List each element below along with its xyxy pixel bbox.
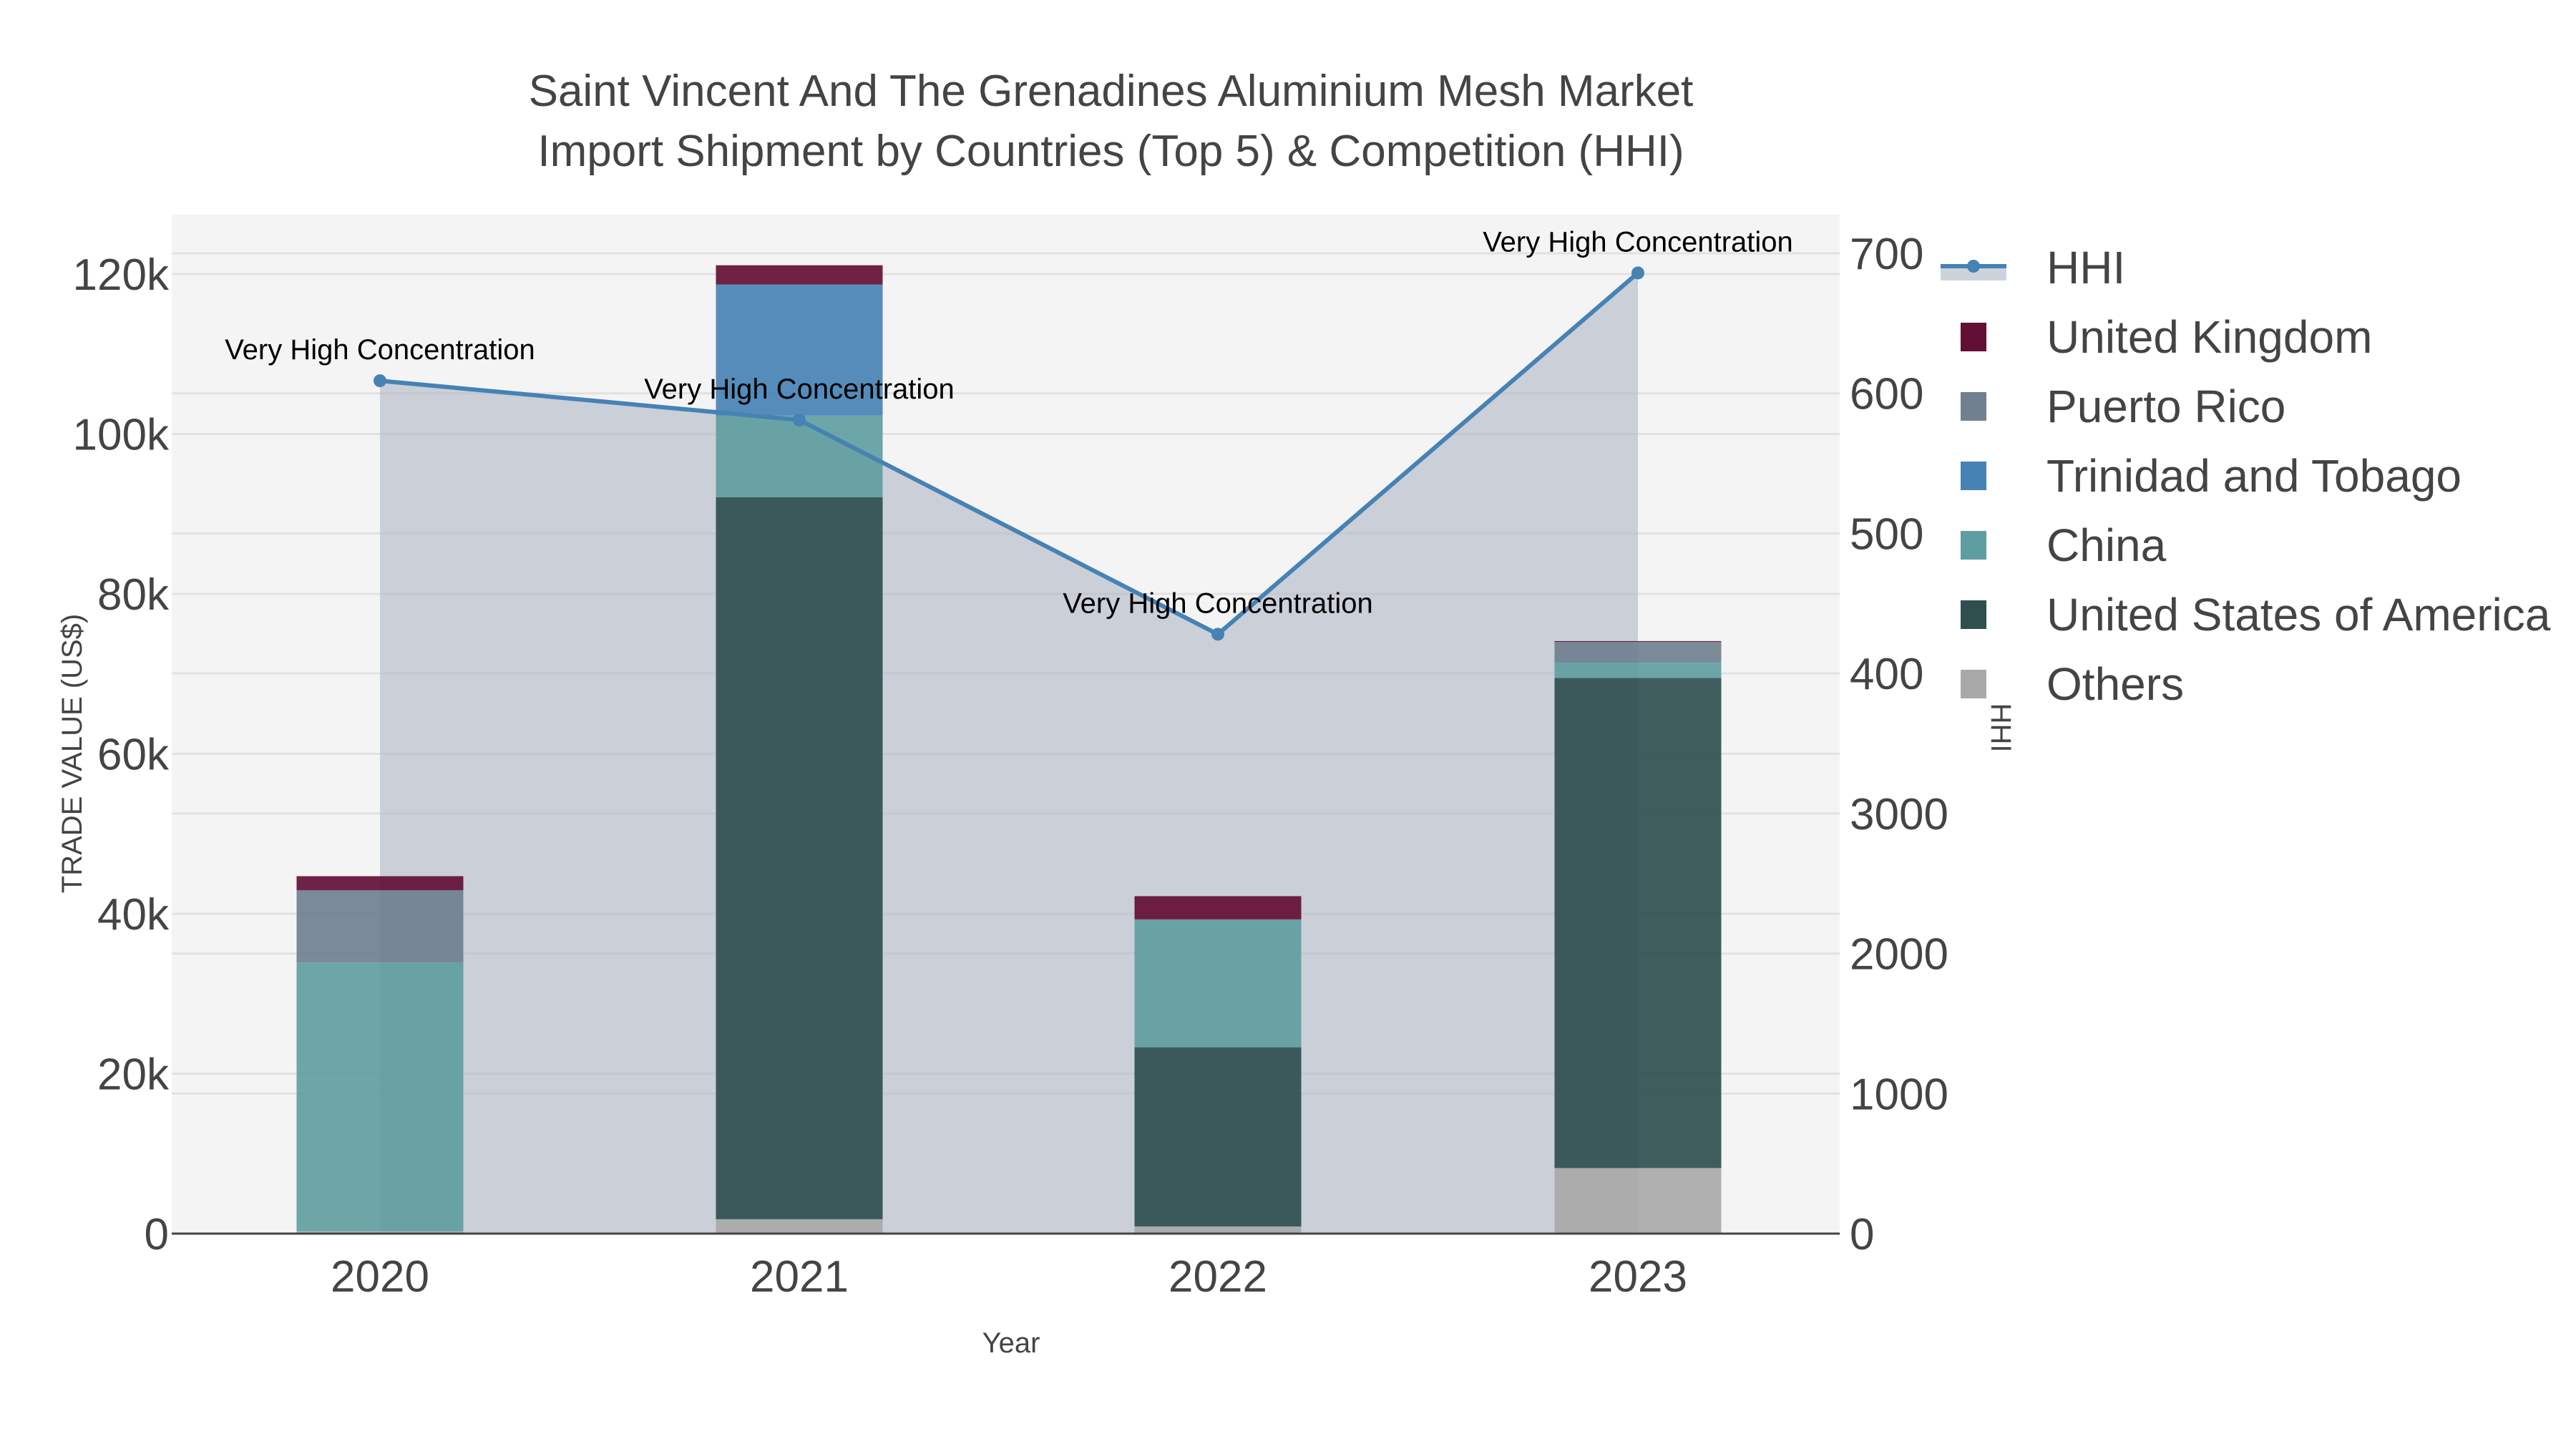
legend-item-hhi[interactable]: HHI xyxy=(1941,233,2550,302)
x-tick-label: 2020 xyxy=(331,1252,429,1302)
x-axis-ticks: 2020 2021 2022 2023 xyxy=(331,1252,1687,1302)
hhi-marker[interactable] xyxy=(793,413,806,426)
hhi-area xyxy=(380,273,1638,1234)
y2-axis-ticks: 0 1000 2000 3000 400 500 600 700 xyxy=(1850,230,1948,1259)
bar-segment[interactable] xyxy=(1134,919,1302,1048)
bar-segment[interactable] xyxy=(296,890,464,963)
bar-segment[interactable] xyxy=(1554,678,1722,1169)
bar-segment[interactable] xyxy=(296,876,464,891)
x-tick-label: 2023 xyxy=(1589,1252,1687,1302)
bar-segment[interactable] xyxy=(296,962,464,1231)
legend-label: United States of America xyxy=(2046,588,2551,640)
y-tick-label: 60k xyxy=(97,731,170,780)
hhi-marker[interactable] xyxy=(1211,628,1224,641)
y-axis-title: TRADE VALUE (US$) xyxy=(57,614,88,893)
y2-tick-label: 500 xyxy=(1850,509,1923,559)
y2-tick-label: 2000 xyxy=(1850,930,1948,980)
color-swatch-icon xyxy=(1961,600,1986,629)
legend-item-united-kingdom[interactable]: United Kingdom xyxy=(1941,302,2550,371)
chart-title-line-2: Import Shipment by Countries (Top 5) & C… xyxy=(537,127,1684,176)
legend-item-united-states-of-america[interactable]: United States of America xyxy=(1941,580,2550,649)
hhi-annotations: Very High Concentration Very High Concent… xyxy=(225,226,1793,619)
bar-segment[interactable] xyxy=(1554,1168,1722,1234)
legend-label: United Kingdom xyxy=(2046,311,2373,363)
y2-tick-label: 3000 xyxy=(1850,790,1948,839)
bar-segment[interactable] xyxy=(716,415,883,497)
y-tick-label: 20k xyxy=(97,1050,170,1100)
legend-item-others[interactable]: Others xyxy=(1941,649,2550,718)
y-tick-label: 80k xyxy=(97,570,170,620)
legend-label: HHI xyxy=(2046,241,2126,293)
color-swatch-icon xyxy=(1961,669,1986,698)
legend: HHI United Kingdom Puerto Rico Trinidad and… xyxy=(1941,233,2550,718)
bar-segment[interactable] xyxy=(716,1219,883,1234)
hhi-marker[interactable] xyxy=(374,374,386,388)
bar-segment[interactable] xyxy=(1554,640,1722,643)
color-swatch-icon xyxy=(1961,530,1986,560)
color-swatch-icon xyxy=(1961,461,1986,490)
color-swatch-icon xyxy=(1961,322,1986,351)
y-tick-label: 40k xyxy=(97,890,170,940)
bar-segment[interactable] xyxy=(1134,1226,1302,1234)
y2-axis-title: HHI xyxy=(1985,703,2016,753)
legend-label: Trinidad and Tobago xyxy=(2046,449,2462,502)
y2-tick-label: 0 xyxy=(1850,1210,1874,1259)
y2-tick-label: 700 xyxy=(1850,230,1923,279)
chart-title-line-1: Saint Vincent And The Grenadines Alumini… xyxy=(528,67,1694,116)
bar-segment[interactable] xyxy=(716,284,883,416)
hhi-annotation: Very High Concentration xyxy=(1483,226,1793,258)
legend-item-trinidad-and-tobago[interactable]: Trinidad and Tobago xyxy=(1941,441,2550,510)
legend-label: Puerto Rico xyxy=(2046,380,2286,432)
y2-tick-label: 1000 xyxy=(1850,1070,1948,1119)
bar-segment[interactable] xyxy=(1134,1047,1302,1226)
legend-item-puerto-rico[interactable]: Puerto Rico xyxy=(1941,371,2550,441)
bar-segment[interactable] xyxy=(1554,663,1722,678)
y-tick-label: 100k xyxy=(73,411,170,460)
hhi-area-fill xyxy=(380,273,1638,1234)
line-marker-icon xyxy=(1941,253,2006,282)
bar-stack-2023[interactable] xyxy=(1554,640,1722,1234)
stacked-bars[interactable] xyxy=(296,265,1722,1234)
legend-label: Others xyxy=(2046,658,2185,710)
x-axis-title: Year xyxy=(982,1327,1040,1359)
color-swatch-icon xyxy=(1961,391,1986,421)
bar-stack-2020[interactable] xyxy=(296,876,464,1234)
bar-stack-2021[interactable] xyxy=(716,265,883,1234)
x-tick-label: 2021 xyxy=(750,1252,849,1302)
hhi-marker[interactable] xyxy=(1631,266,1644,280)
bar-segment[interactable] xyxy=(716,497,883,1219)
bar-stack-2022[interactable] xyxy=(1134,896,1302,1234)
legend-label: China xyxy=(2046,519,2167,571)
legend-item-china[interactable]: China xyxy=(1941,510,2550,580)
bar-segment[interactable] xyxy=(1554,642,1722,663)
hhi-line[interactable] xyxy=(374,266,1644,641)
y2-tick-label: 400 xyxy=(1850,650,1923,699)
hhi-annotation: Very High Concentration xyxy=(1063,587,1373,619)
bar-segment[interactable] xyxy=(716,265,883,285)
y-tick-label: 0 xyxy=(145,1210,169,1259)
bar-segment[interactable] xyxy=(296,1231,464,1234)
y-tick-label: 120k xyxy=(73,250,170,300)
hhi-annotation: Very High Concentration xyxy=(225,334,535,366)
hhi-polyline xyxy=(379,271,1639,637)
hhi-annotation: Very High Concentration xyxy=(644,374,955,405)
y-axis-ticks: 0 20k 40k 60k 80k 100k 120k xyxy=(73,250,170,1259)
x-tick-label: 2022 xyxy=(1169,1252,1267,1302)
bar-segment[interactable] xyxy=(1134,896,1302,919)
y2-tick-label: 600 xyxy=(1850,370,1923,419)
